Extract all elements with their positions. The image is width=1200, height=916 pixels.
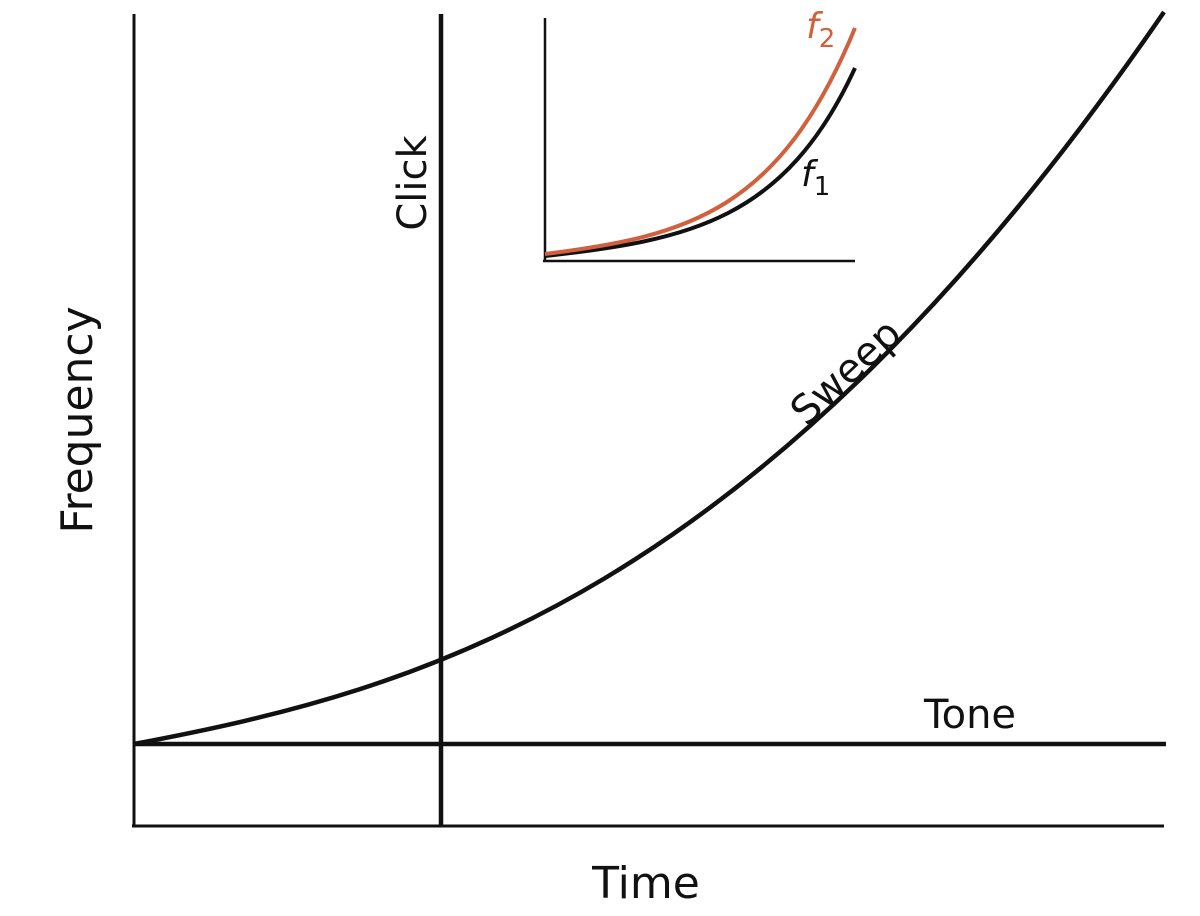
sweep-curve (133, 10, 1166, 747)
inset-f2-label: f2 (806, 6, 835, 54)
inset-f1-curve (544, 67, 857, 258)
y-axis-label: Frequency (52, 306, 103, 533)
tone-label: Tone (923, 692, 1016, 738)
inset-f2-curve (544, 27, 857, 256)
inset-f1-label: f1 (801, 154, 830, 202)
inset-f1-sub: 1 (814, 172, 831, 202)
inset-f2-sub: 2 (819, 24, 836, 54)
click-label: Click (390, 135, 436, 231)
sweep-label: Sweep (782, 310, 910, 434)
x-axis-label: Time (591, 858, 700, 909)
